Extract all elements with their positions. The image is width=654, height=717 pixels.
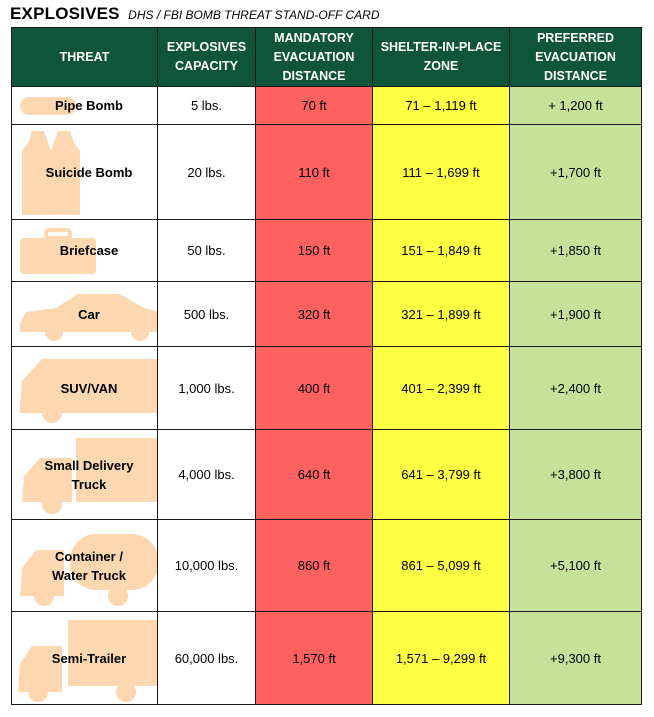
- shelter-cell: 641 – 3,799 ft: [372, 429, 510, 520]
- threat-label: Small Delivery Truck: [44, 457, 134, 492]
- threat-cell: Pipe Bomb: [11, 86, 158, 125]
- threat-label: SUV/VAN: [60, 380, 118, 396]
- header-threat: THREAT: [11, 27, 158, 87]
- table-row: Small Delivery Truck 4,000 lbs. 640 ft 64…: [11, 429, 642, 520]
- preferred-cell: +1,700 ft: [509, 124, 642, 220]
- threat-cell: Container / Water Truck: [11, 519, 158, 612]
- capacity-cell: 500 lbs.: [157, 281, 256, 347]
- suicide-vest-icon: [22, 131, 80, 215]
- threat-label: Pipe Bomb: [55, 98, 123, 113]
- table-row: Semi-Trailer 60,000 lbs. 1,570 ft 1,571 …: [11, 611, 642, 705]
- threat-cell: Semi-Trailer: [11, 611, 158, 705]
- header-capacity: EXPLOSIVES CAPACITY: [157, 27, 256, 87]
- pipe-bomb-icon: [20, 97, 76, 115]
- header-preferred: PREFERRED EVACUATION DISTANCE: [509, 27, 642, 87]
- threat-label: Car: [78, 306, 100, 322]
- threat-cell: Small Delivery Truck: [11, 429, 158, 520]
- shelter-cell: 321 – 1,899 ft: [372, 281, 510, 347]
- preferred-cell: +3,800 ft: [509, 429, 642, 520]
- header-shelter: SHELTER-IN-PLACE ZONE: [372, 27, 510, 87]
- header-row: THREAT EXPLOSIVES CAPACITY MANDATORY EVACU…: [11, 27, 642, 87]
- delivery-truck-icon: [22, 438, 157, 514]
- capacity-cell: 4,000 lbs.: [157, 429, 256, 520]
- van-icon: [20, 359, 157, 423]
- preferred-cell: +2,400 ft: [509, 346, 642, 430]
- table-row: Container / Water Truck 10,000 lbs. 860 f…: [11, 519, 642, 612]
- threat-cell: Briefcase: [11, 219, 158, 282]
- shelter-cell: 401 – 2,399 ft: [372, 346, 510, 430]
- mandatory-cell: 400 ft: [255, 346, 373, 430]
- mandatory-cell: 860 ft: [255, 519, 373, 612]
- shelter-cell: 861 – 5,099 ft: [372, 519, 510, 612]
- preferred-cell: +5,100 ft: [509, 519, 642, 612]
- threat-label: Suicide Bomb: [45, 164, 133, 180]
- tanker-truck-icon: [20, 534, 157, 606]
- briefcase-icon: [20, 228, 96, 274]
- capacity-cell: 60,000 lbs.: [157, 611, 256, 705]
- title-main: EXPLOSIVES: [10, 4, 120, 23]
- threat-label: Briefcase: [59, 243, 119, 258]
- shelter-cell: 111 – 1,699 ft: [372, 124, 510, 220]
- preferred-cell: +1,900 ft: [509, 281, 642, 347]
- mandatory-cell: 320 ft: [255, 281, 373, 347]
- threat-label: Semi-Trailer: [51, 650, 127, 666]
- threat-cell: Suicide Bomb: [11, 124, 158, 220]
- shelter-cell: 1,571 – 9,299 ft: [372, 611, 510, 705]
- mandatory-cell: 70 ft: [255, 86, 373, 125]
- preferred-cell: + 1,200 ft: [509, 86, 642, 125]
- mandatory-cell: 110 ft: [255, 124, 373, 220]
- semi-trailer-icon: [18, 620, 157, 702]
- car-icon: [20, 294, 157, 341]
- capacity-cell: 1,000 lbs.: [157, 346, 256, 430]
- table-row: Pipe Bomb 5 lbs. 70 ft 71 – 1,119 ft + 1…: [11, 86, 642, 125]
- table-row: Briefcase 50 lbs. 150 ft 151 – 1,849 ft …: [11, 219, 642, 282]
- capacity-cell: 20 lbs.: [157, 124, 256, 220]
- capacity-cell: 50 lbs.: [157, 219, 256, 282]
- preferred-cell: +9,300 ft: [509, 611, 642, 705]
- mandatory-cell: 1,570 ft: [255, 611, 373, 705]
- header-mandatory: MANDATORY EVACUATION DISTANCE: [255, 27, 373, 87]
- threat-label: Container / Water Truck: [52, 548, 126, 583]
- title-subtitle: DHS / FBI BOMB THREAT STAND-OFF CARD: [128, 8, 380, 22]
- capacity-cell: 10,000 lbs.: [157, 519, 256, 612]
- table-row: Suicide Bomb 20 lbs. 110 ft 111 – 1,699 …: [11, 124, 642, 220]
- capacity-cell: 5 lbs.: [157, 86, 256, 125]
- threat-cell: SUV/VAN: [11, 346, 158, 430]
- mandatory-cell: 640 ft: [255, 429, 373, 520]
- shelter-cell: 151 – 1,849 ft: [372, 219, 510, 282]
- threat-cell: Car: [11, 281, 158, 347]
- shelter-cell: 71 – 1,119 ft: [372, 86, 510, 125]
- mandatory-cell: 150 ft: [255, 219, 373, 282]
- preferred-cell: +1,850 ft: [509, 219, 642, 282]
- table-row: Car 500 lbs. 320 ft 321 – 1,899 ft +1,90…: [11, 281, 642, 347]
- table-row: SUV/VAN 1,000 lbs. 400 ft 401 – 2,399 ft…: [11, 346, 642, 430]
- card-title: EXPLOSIVES DHS / FBI BOMB THREAT STAND-O…: [10, 4, 380, 26]
- standoff-table: THREAT EXPLOSIVES CAPACITY MANDATORY EVACU…: [11, 27, 642, 705]
